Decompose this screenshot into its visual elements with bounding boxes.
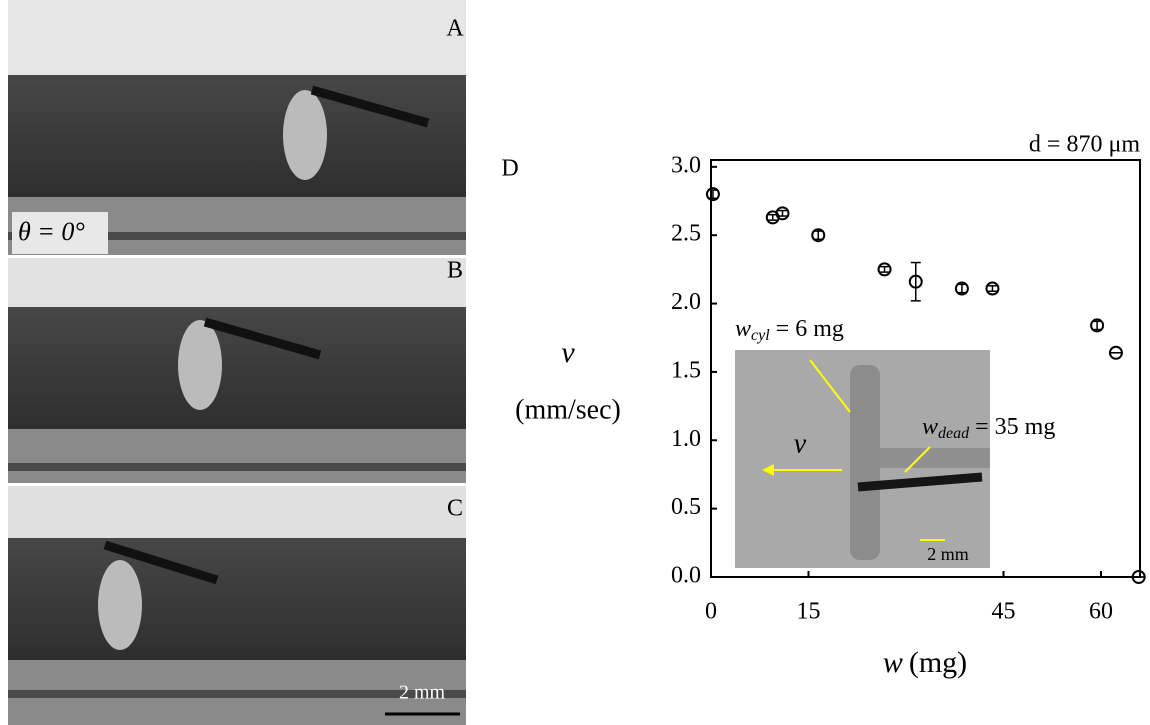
inset-label-cyl: wcyl= 6 mg xyxy=(735,316,844,344)
inset xyxy=(735,350,990,568)
scale-bar-label: 2 mm xyxy=(399,682,446,704)
panel-label: D xyxy=(501,156,518,182)
y-tick-label: 3.0 xyxy=(671,152,701,178)
panel-label: A xyxy=(446,16,464,42)
x-tick-label: 0 xyxy=(705,599,717,625)
figure: A B C D θ = 0° 2 mm wcyl= 6 mg wdead= 35… xyxy=(0,0,1150,725)
photo-c xyxy=(8,486,466,725)
y-tick-label: 2.5 xyxy=(671,221,701,247)
inset-scale-label: 2 mm xyxy=(927,544,969,564)
inset-arrow-label: v xyxy=(794,428,807,459)
panel-label: C xyxy=(447,496,463,522)
photo-b xyxy=(8,258,466,483)
y-tick-label: 2.0 xyxy=(671,289,701,315)
panel-label: B xyxy=(447,258,463,284)
y-label: (mm/sec) xyxy=(515,394,621,425)
y-label: v xyxy=(561,336,575,369)
angle-label: θ = 0° xyxy=(18,217,85,246)
annotation: d = 870 μm xyxy=(1029,132,1140,158)
y-tick-label: 0.5 xyxy=(671,494,701,520)
y-tick-label: 1.0 xyxy=(671,426,701,452)
x-label: w(mg) xyxy=(883,646,967,679)
x-tick-label: 15 xyxy=(797,599,821,625)
x-tick-label: 60 xyxy=(1089,599,1113,625)
x-tick-label: 45 xyxy=(992,599,1016,625)
y-tick-label: 1.5 xyxy=(671,357,701,383)
y-tick-label: 0.0 xyxy=(671,563,701,589)
